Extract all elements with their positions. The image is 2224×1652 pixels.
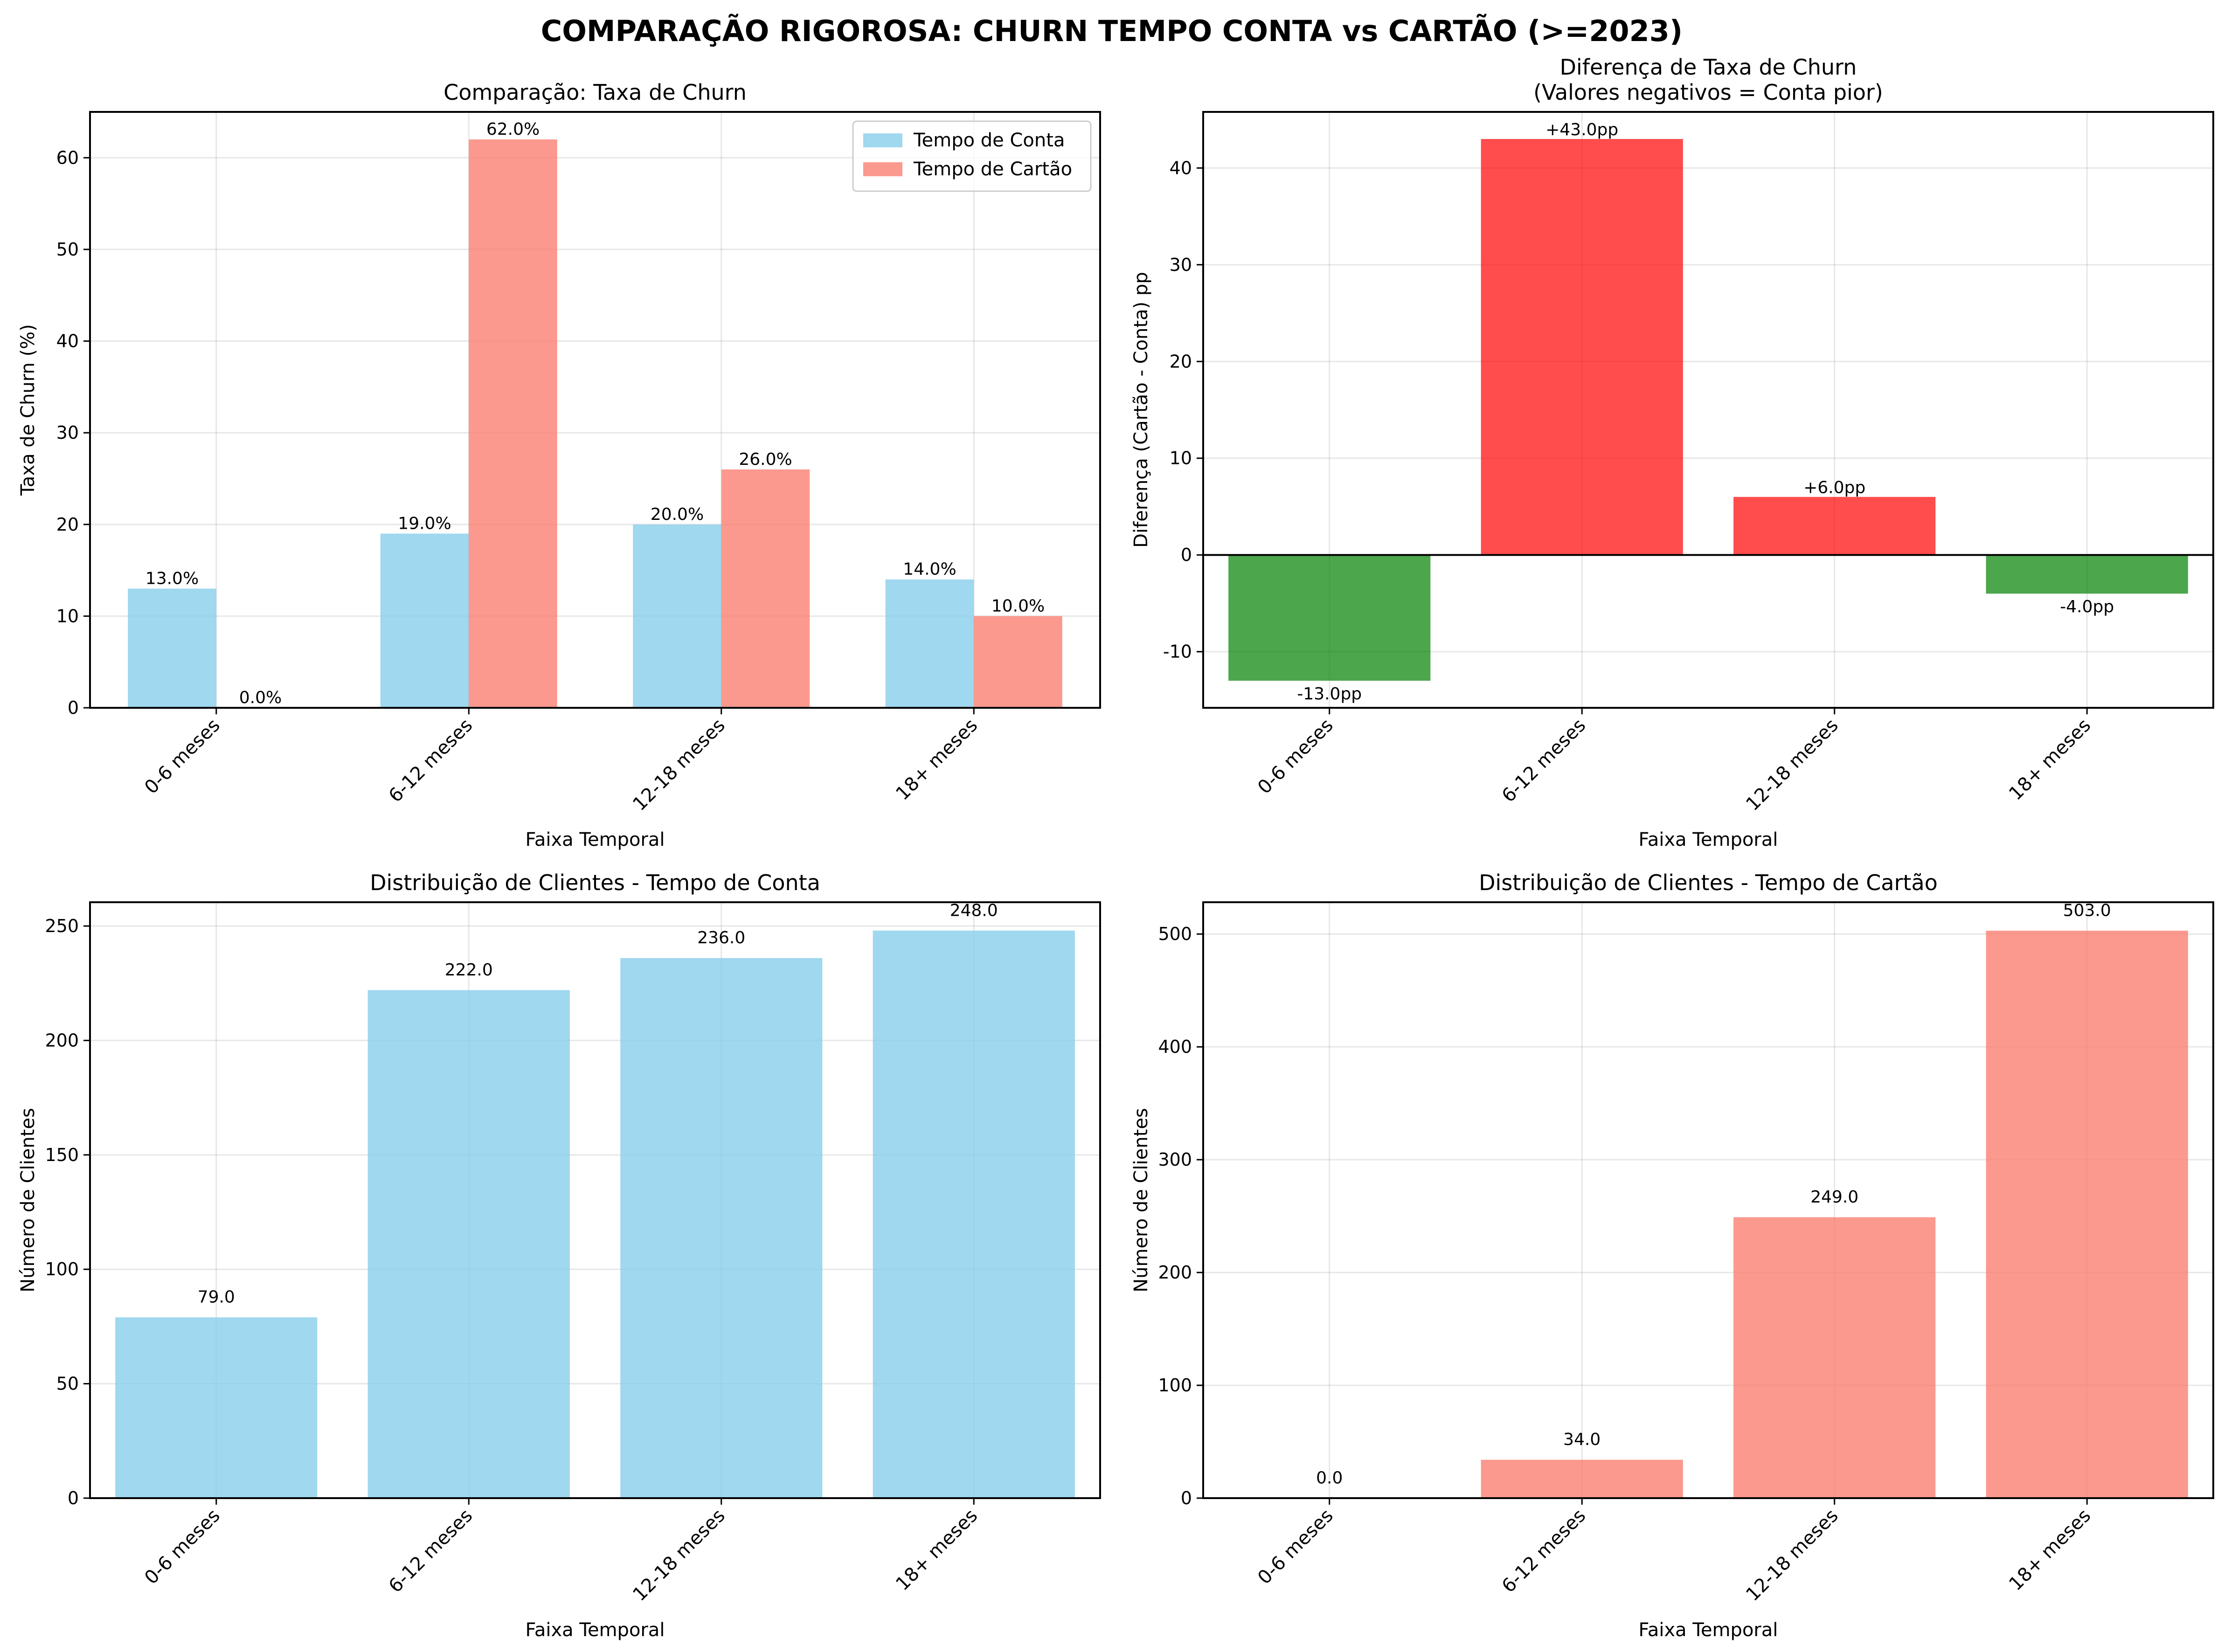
bar	[115, 1317, 318, 1498]
axes-frame	[89, 901, 1101, 1499]
bar-value-label: 14.0%	[903, 560, 956, 579]
y-tick-label: 20	[56, 514, 79, 535]
bar-value-label: 79.0	[198, 1288, 235, 1307]
bar-value-label: 236.0	[697, 928, 745, 947]
legend-box	[852, 120, 1092, 192]
legend: Tempo de Conta Tempo de Cartão	[852, 120, 1092, 192]
bar-value-label: 222.0	[445, 961, 493, 980]
y-axis-label: Número de Clientes	[1130, 1108, 1152, 1293]
figure-title: COMPARAÇÃO RIGOROSA: CHURN TEMPO CONTA v…	[541, 14, 1683, 48]
bar-value-label: 0.0%	[239, 688, 282, 707]
bar-value-label: 20.0%	[651, 505, 704, 524]
y-tick-label: 150	[45, 1145, 79, 1165]
bar	[1986, 555, 2188, 594]
bar	[1481, 1459, 1683, 1498]
chart-title: Diferença de Taxa de Churn	[1560, 55, 1857, 80]
bar-value-label: 13.0%	[145, 569, 199, 588]
bar-value-label: 249.0	[1810, 1188, 1858, 1207]
x-axis-label: Faixa Temporal	[525, 1619, 665, 1641]
bar-conta	[885, 579, 974, 708]
bar-value-label: 0.0	[1316, 1468, 1343, 1487]
y-tick-label: 300	[1158, 1149, 1192, 1170]
bar-value-label: 62.0%	[486, 120, 540, 139]
y-tick-label: 50	[56, 1374, 79, 1394]
y-tick-label: 0	[1181, 545, 1192, 565]
bar-value-label: +6.0pp	[1803, 478, 1865, 498]
bar-value-label: -4.0pp	[2060, 597, 2114, 616]
bar-value-label: 503.0	[2063, 901, 2111, 920]
axes-frame	[89, 111, 1101, 709]
y-axis-label: Diferença (Cartão - Conta) pp	[1130, 272, 1152, 547]
legend-swatch-cartao	[863, 162, 902, 176]
bar-conta	[380, 533, 469, 708]
y-tick-label: 200	[45, 1030, 79, 1051]
bar	[1733, 1217, 1936, 1498]
bar-value-label: 26.0%	[739, 450, 792, 469]
x-axis-label: Faixa Temporal	[525, 829, 665, 850]
bar	[1228, 555, 1431, 681]
y-tick-label: -10	[1163, 642, 1192, 662]
y-tick-label: 40	[1170, 158, 1192, 178]
y-tick-label: 0	[68, 698, 79, 718]
y-tick-label: 100	[1158, 1375, 1192, 1396]
y-tick-label: 0	[1181, 1488, 1192, 1508]
bar	[620, 958, 823, 1498]
bar	[873, 930, 1075, 1498]
bar	[1986, 930, 2188, 1498]
chart-panel-2: -13.0pp+43.0pp+6.0pp-4.0pp-100102030400-…	[1130, 55, 2214, 850]
y-tick-label: 30	[1170, 255, 1192, 275]
bar	[1733, 497, 1936, 555]
legend-label: Tempo de Conta	[913, 130, 1065, 151]
y-tick-label: 400	[1158, 1037, 1192, 1057]
chart-title: Distribuição de Clientes - Tempo de Cart…	[1479, 870, 1938, 895]
bar-conta	[128, 588, 216, 708]
y-tick-label: 0	[68, 1488, 79, 1508]
bar-value-label: -13.0pp	[1297, 684, 1362, 704]
y-tick-label: 100	[45, 1259, 79, 1279]
axes-frame	[1202, 901, 2214, 1499]
bar-value-label: 34.0	[1563, 1430, 1600, 1449]
chart-title: Comparação: Taxa de Churn	[443, 80, 747, 105]
y-tick-label: 10	[1170, 448, 1192, 469]
bar	[1481, 139, 1683, 555]
bar-value-label: +43.0pp	[1545, 120, 1618, 139]
bar-value-label: 248.0	[950, 901, 998, 920]
y-tick-label: 20	[1170, 351, 1192, 372]
y-tick-label: 500	[1158, 924, 1192, 944]
y-tick-label: 250	[45, 916, 79, 936]
bar-conta	[633, 524, 721, 708]
y-tick-label: 40	[56, 331, 79, 352]
bar-value-label: 10.0%	[991, 596, 1045, 615]
bar-value-label: 19.0%	[398, 514, 451, 533]
y-tick-label: 200	[1158, 1262, 1192, 1283]
y-axis-label: Taxa de Churn (%)	[17, 324, 39, 496]
legend-swatch-conta	[863, 133, 902, 147]
bar-cartao	[469, 139, 557, 708]
bar-cartao	[721, 469, 810, 708]
chart-title: Distribuição de Clientes - Tempo de Cont…	[370, 870, 820, 895]
chart-subtitle: (Valores negativos = Conta pior)	[1533, 80, 1883, 105]
y-tick-label: 30	[56, 422, 79, 443]
x-axis-label: Faixa Temporal	[1638, 829, 1778, 850]
bar-cartao	[974, 616, 1062, 708]
x-axis-label: Faixa Temporal	[1638, 1619, 1778, 1641]
y-axis-label: Número de Clientes	[17, 1108, 39, 1293]
y-tick-label: 60	[56, 147, 79, 168]
bar	[367, 990, 570, 1498]
y-tick-label: 10	[56, 606, 79, 626]
y-tick-label: 50	[56, 239, 79, 260]
legend-label: Tempo de Cartão	[913, 159, 1072, 180]
axes-frame	[1202, 111, 2214, 709]
